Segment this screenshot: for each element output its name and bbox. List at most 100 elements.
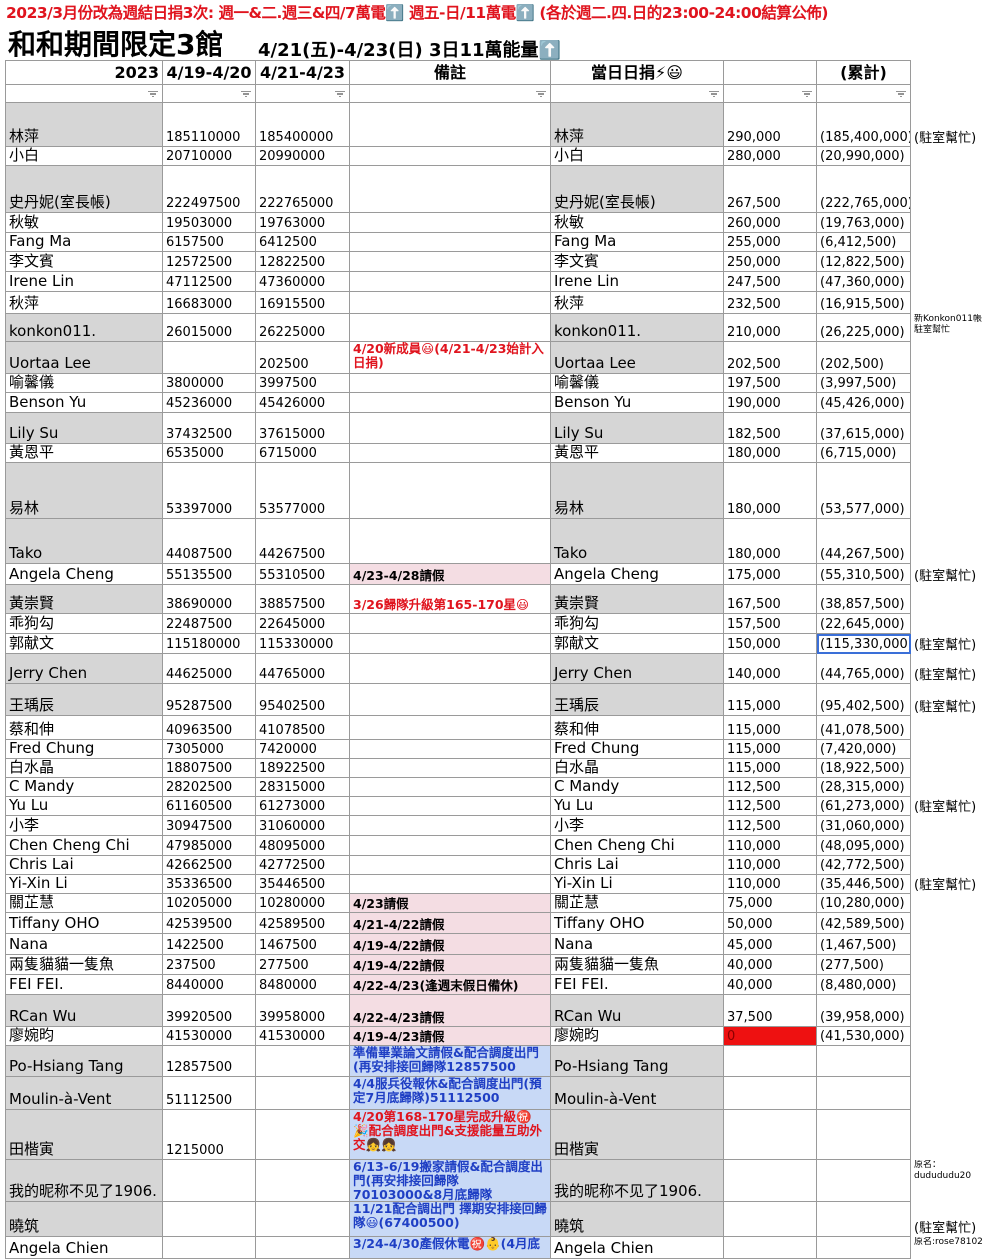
side-note: (駐室幫忙) (911, 797, 990, 816)
energy-total-text: 44267500 (259, 547, 326, 562)
member-name: Uortaa Lee (5, 342, 163, 374)
cumulative (817, 1237, 911, 1259)
energy-total: 20990000 (256, 147, 350, 166)
member-name-text: Lily Su (9, 424, 59, 442)
member-name: 曉筑 (5, 1202, 163, 1237)
member-name-daily: Nana (551, 934, 724, 955)
cumulative-text: (38,857,500) (820, 597, 905, 612)
energy-total: 18922500 (256, 759, 350, 778)
energy-total-text: 237500 (166, 958, 216, 973)
filter-icon[interactable] (709, 91, 719, 97)
member-name-daily: FEI FEI. (551, 975, 724, 995)
member-name-daily-text: C Mandy (554, 778, 620, 795)
energy-total: 28315000 (256, 778, 350, 797)
cumulative: (277,500) (817, 955, 911, 975)
energy-total: 12572500 (163, 252, 256, 272)
member-name: 兩隻貓貓一隻魚 (5, 955, 163, 975)
cumulative-text: (39,958,000) (820, 1010, 905, 1025)
note (350, 519, 551, 564)
note: 4/22-4/23請假 (350, 995, 551, 1027)
member-name-daily: 黃崇賢 (551, 585, 724, 614)
energy-total: 185400000 (256, 103, 350, 147)
member-name-daily: 秋萍 (551, 292, 724, 314)
member-name-daily-text: 關芷慧 (554, 894, 600, 911)
energy-total: 35446500 (256, 875, 350, 894)
note (350, 614, 551, 634)
energy-total: 40963500 (163, 716, 256, 740)
energy-total-text: 47985000 (166, 839, 233, 854)
member-name-text: Nana (9, 935, 49, 953)
daily-donation: 112,500 (724, 778, 817, 797)
cumulative-text: (3,997,500) (820, 376, 897, 391)
member-name-daily: Lily Su (551, 413, 724, 444)
energy-total-text: 6715000 (259, 446, 317, 461)
note (350, 856, 551, 875)
member-name-daily: Moulin-à-Vent (551, 1077, 724, 1110)
daily-donation-text: 0 (727, 1029, 736, 1044)
member-name: 廖婉昀 (5, 1027, 163, 1046)
filter-icon[interactable] (802, 91, 812, 97)
member-name: 小李 (5, 816, 163, 836)
filter-icon[interactable] (536, 91, 546, 97)
member-name: RCan Wu (5, 995, 163, 1027)
member-name-text: 小白 (9, 147, 40, 164)
member-name-daily: 林萍 (551, 103, 724, 147)
note (350, 314, 551, 342)
daily-donation (724, 1202, 817, 1237)
column-header: 4/21-4/23 (256, 60, 350, 85)
note-text: 3/26歸隊升級第165-170星😃 (353, 597, 530, 612)
member-name-daily: Angela Cheng (551, 564, 724, 585)
daily-donation-text: 232,500 (727, 297, 781, 312)
filter-icon[interactable] (148, 91, 158, 97)
member-name-text: 小李 (9, 816, 40, 834)
member-name-text: 關芷慧 (9, 894, 55, 911)
energy-total-text: 42772500 (259, 858, 326, 873)
filter-icon[interactable] (335, 91, 345, 97)
member-name: 郭献文 (5, 634, 163, 654)
filter-cell (817, 85, 911, 103)
note (350, 836, 551, 856)
member-name-daily-text: 易林 (554, 499, 585, 517)
energy-total: 202500 (256, 342, 350, 374)
energy-total-text: 44765000 (259, 667, 326, 682)
daily-donation-text: 210,000 (727, 325, 781, 340)
side-note (911, 934, 990, 955)
member-name-daily: 王瑀辰 (551, 684, 724, 716)
daily-donation-text: 40,000 (727, 958, 773, 973)
energy-total: 41078500 (256, 716, 350, 740)
energy-total: 41530000 (163, 1027, 256, 1046)
note (350, 654, 551, 684)
member-name: 林萍 (5, 103, 163, 147)
member-name: 關芷慧 (5, 894, 163, 913)
energy-total: 48095000 (256, 836, 350, 856)
energy-total: 47985000 (163, 836, 256, 856)
member-name-daily-text: 喻馨儀 (554, 374, 600, 391)
daily-donation-text: 250,000 (727, 255, 781, 270)
note-text: 4/23請假 (353, 896, 409, 911)
filter-icon[interactable] (241, 91, 251, 97)
energy-total-text: 48095000 (259, 839, 326, 854)
daily-donation: 115,000 (724, 716, 817, 740)
cumulative: (53,577,000) (817, 463, 911, 519)
member-name: FEI FEI. (5, 975, 163, 995)
member-name: Yu Lu (5, 797, 163, 816)
energy-total-text: 42662500 (166, 858, 233, 873)
member-name-daily-text: 秋萍 (554, 294, 585, 312)
cumulative-text: (61,273,000) (820, 799, 905, 814)
daily-donation-text: 180,000 (727, 502, 781, 517)
energy-total: 44625000 (163, 654, 256, 684)
daily-donation: 167,500 (724, 585, 817, 614)
energy-total: 6535000 (163, 444, 256, 463)
energy-total-text: 38690000 (166, 597, 233, 612)
member-name: 史丹妮(室長帳) (5, 166, 163, 213)
energy-total-text: 18807500 (166, 761, 233, 776)
daily-donation-text: 110,000 (727, 839, 781, 854)
filter-icon[interactable] (896, 91, 906, 97)
energy-total-text: 6535000 (166, 446, 224, 461)
daily-donation-text: 37,500 (727, 1010, 773, 1025)
member-name-daily-text: Chris Lai (554, 856, 619, 873)
member-name-daily: Yi-Xin Li (551, 875, 724, 894)
note (350, 233, 551, 252)
energy-total-text: 61160500 (166, 799, 233, 814)
cumulative-text: (44,765,000) (820, 667, 905, 682)
